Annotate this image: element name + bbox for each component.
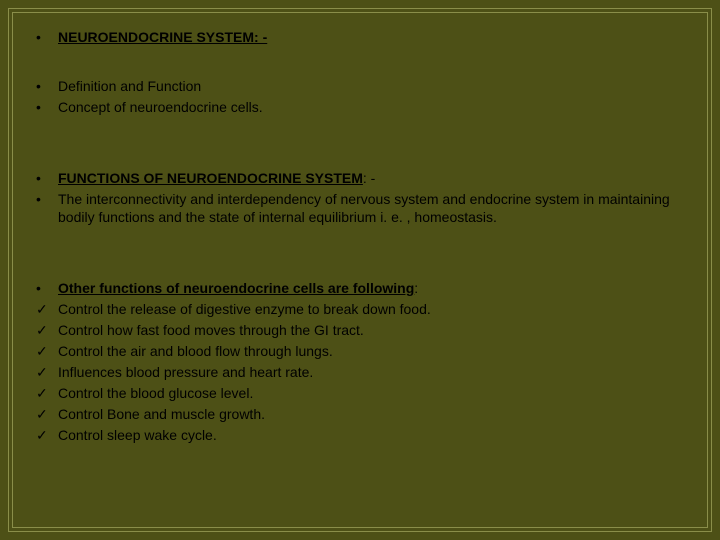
body-text: Control the release of digestive enzyme … [58, 300, 686, 319]
list-item: ✓ Control the release of digestive enzym… [34, 300, 686, 319]
list-item: ✓ Control how fast food moves through th… [34, 321, 686, 340]
section-heading: Other functions of neuroendocrine cells … [58, 279, 686, 298]
bullet-marker: • [34, 28, 58, 47]
body-text: Control Bone and muscle growth. [58, 405, 686, 424]
list-item: ✓ Control the air and blood flow through… [34, 342, 686, 361]
body-text: Control sleep wake cycle. [58, 426, 686, 445]
section-heading: NEUROENDOCRINE SYSTEM: - [58, 28, 686, 47]
list-item: • Concept of neuroendocrine cells. [34, 98, 686, 117]
list-item: • NEUROENDOCRINE SYSTEM: - [34, 28, 686, 47]
section-heading: FUNCTIONS OF NEUROENDOCRINE SYSTEM: - [58, 169, 686, 188]
body-text: Control the air and blood flow through l… [58, 342, 686, 361]
list-item: • Other functions of neuroendocrine cell… [34, 279, 686, 298]
bullet-marker: • [34, 169, 58, 188]
list-item: • FUNCTIONS OF NEUROENDOCRINE SYSTEM: - [34, 169, 686, 188]
list-item: • Definition and Function [34, 77, 686, 96]
body-text: Concept of neuroendocrine cells. [58, 98, 686, 117]
body-text: The interconnectivity and interdependenc… [58, 190, 686, 228]
bullet-marker: • [34, 190, 58, 228]
body-text: Control how fast food moves through the … [58, 321, 686, 340]
bullet-marker: • [34, 77, 58, 96]
check-marker: ✓ [34, 363, 58, 382]
body-text: Definition and Function [58, 77, 686, 96]
bullet-marker: • [34, 98, 58, 117]
slide-content: • NEUROENDOCRINE SYSTEM: - • Definition … [34, 28, 686, 512]
check-marker: ✓ [34, 300, 58, 319]
list-item: ✓ Control sleep wake cycle. [34, 426, 686, 445]
check-marker: ✓ [34, 321, 58, 340]
list-item: ✓ Influences blood pressure and heart ra… [34, 363, 686, 382]
body-text: Control the blood glucose level. [58, 384, 686, 403]
list-item: ✓ Control the blood glucose level. [34, 384, 686, 403]
check-marker: ✓ [34, 384, 58, 403]
list-item: • The interconnectivity and interdepende… [34, 190, 686, 228]
bullet-marker: • [34, 279, 58, 298]
body-text: Influences blood pressure and heart rate… [58, 363, 686, 382]
check-marker: ✓ [34, 405, 58, 424]
list-item: ✓ Control Bone and muscle growth. [34, 405, 686, 424]
check-marker: ✓ [34, 342, 58, 361]
check-marker: ✓ [34, 426, 58, 445]
